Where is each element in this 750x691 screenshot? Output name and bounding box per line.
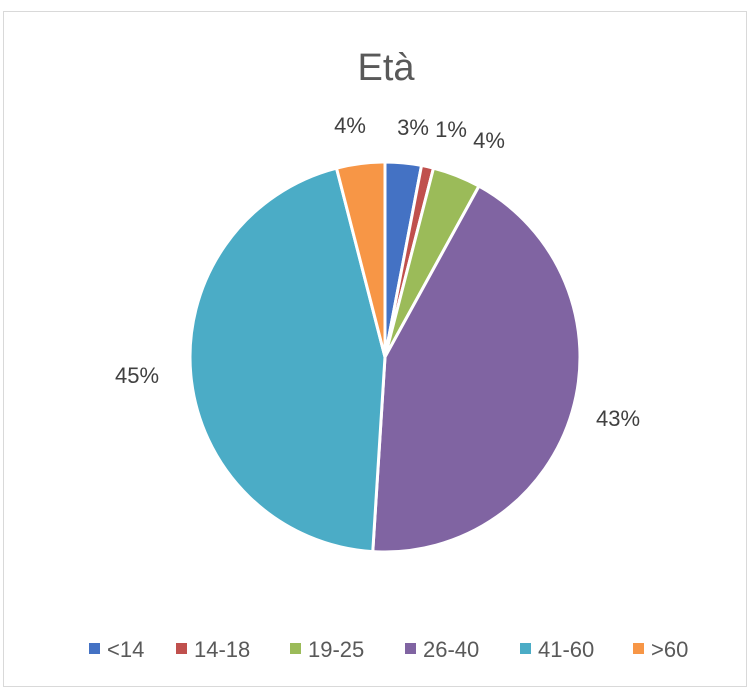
pie-slice-5 xyxy=(188,166,387,554)
legend-label-2: 14-18 xyxy=(194,637,250,662)
data-labels: 3% 1% 4%43%45%4% xyxy=(115,113,640,431)
legend: <14 14-18 19-25 26-40 41-60 >60 xyxy=(89,637,688,662)
data-label-2: 1% xyxy=(435,117,467,142)
legend-swatch-4 xyxy=(405,643,416,654)
legend-label-6: >60 xyxy=(651,637,688,662)
legend-swatch-5 xyxy=(520,643,531,654)
legend-swatch-6 xyxy=(633,643,644,654)
data-label-3: 4% xyxy=(473,128,505,153)
legend-swatch-2 xyxy=(176,643,187,654)
legend-label-1: <14 xyxy=(107,637,144,662)
pie-slices xyxy=(188,160,582,554)
legend-swatch-1 xyxy=(89,643,100,654)
legend-label-4: 26-40 xyxy=(423,637,479,662)
chart-title: Età xyxy=(357,47,415,89)
data-label-5: 45% xyxy=(115,363,159,388)
legend-swatch-3 xyxy=(290,643,301,654)
data-label-4: 43% xyxy=(596,406,640,431)
pie-slice-6 xyxy=(334,160,387,358)
data-label-6: 4% xyxy=(334,113,366,138)
legend-label-3: 19-25 xyxy=(308,637,364,662)
data-label-1: 3% xyxy=(397,115,429,140)
legend-label-5: 41-60 xyxy=(538,637,594,662)
pie-slice-4 xyxy=(371,184,582,554)
